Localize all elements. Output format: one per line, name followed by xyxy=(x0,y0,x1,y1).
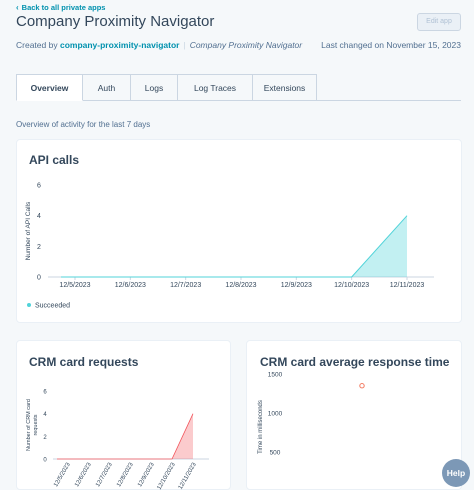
help-button[interactable]: Help xyxy=(442,459,470,487)
y-tick-label: 0 xyxy=(43,458,47,464)
crm-response-time-chart: 500 1000 1500 Time in milliseconds xyxy=(258,372,365,457)
x-tick-label: 12/10/2023 xyxy=(157,461,178,490)
x-tick-label: 12/7/2023 xyxy=(95,461,114,488)
x-tick-label: 12/8/2023 xyxy=(116,461,135,488)
tab-bar: Overview Auth Logs Log Traces Extensions xyxy=(16,74,317,101)
y-tick-label: 2 xyxy=(37,244,41,251)
series-line-succeeded xyxy=(61,215,408,278)
crm-card-requests-card: CRM card requests 0 2 4 6 Number of CRM card… xyxy=(16,340,231,490)
tab-auth[interactable]: Auth xyxy=(83,74,131,101)
overview-description: Overview of activity for the last 7 days xyxy=(16,120,151,129)
y-tick-label: 6 xyxy=(37,183,41,190)
tab-logs[interactable]: Logs xyxy=(131,74,178,101)
tab-overview[interactable]: Overview xyxy=(16,74,83,101)
x-tick-label: 12/8/2023 xyxy=(225,282,256,289)
x-tick-label: 12/6/2023 xyxy=(115,282,146,289)
meta-divider: | xyxy=(183,40,186,50)
created-by-label: Created by xyxy=(16,40,58,50)
y-axis-label: Number of API Calls xyxy=(25,201,32,260)
tab-log-traces[interactable]: Log Traces xyxy=(178,74,253,101)
x-tick-label: 12/7/2023 xyxy=(170,282,201,289)
x-tick-label: 12/11/2023 xyxy=(178,461,198,490)
last-changed: Last changed on November 15, 2023 xyxy=(321,40,461,50)
y-axis-label-cont: requests xyxy=(33,414,39,435)
back-link[interactable]: ‹ Back to all private apps xyxy=(16,3,105,12)
crm-response-time-title: CRM card average response time xyxy=(260,355,450,369)
series-area-succeeded xyxy=(61,215,407,277)
y-tick-label: 4 xyxy=(37,213,41,220)
series-line xyxy=(57,413,194,460)
series-area xyxy=(57,413,193,459)
y-axis-label: Number of CRM card xyxy=(26,399,32,451)
creator-link[interactable]: company-proximity-navigator xyxy=(59,40,180,50)
y-tick-label: 0 xyxy=(37,275,41,282)
x-tick-label: 12/9/2023 xyxy=(281,282,312,289)
created-by: Created by company-proximity-navigator | C… xyxy=(16,40,302,50)
data-point xyxy=(359,383,365,389)
chevron-left-icon: ‹ xyxy=(16,3,19,12)
edit-app-button[interactable]: Edit app xyxy=(417,13,461,31)
x-tick-label: 12/10/2023 xyxy=(334,282,369,289)
tab-extensions[interactable]: Extensions xyxy=(253,74,317,101)
y-axis-label: Time in milliseconds xyxy=(258,400,264,454)
page-title: Company Proximity Navigator xyxy=(16,13,215,30)
x-tick-label: 12/5/2023 xyxy=(59,282,90,289)
y-tick-label: 500 xyxy=(270,450,281,457)
crm-card-requests-title: CRM card requests xyxy=(29,355,139,369)
y-tick-label: 4 xyxy=(43,412,47,418)
api-calls-card: API calls 0 2 4 6 Number of API Calls 12/5/20… xyxy=(16,139,462,323)
y-tick-label: 6 xyxy=(43,390,47,396)
x-tick-label: 12/9/2023 xyxy=(137,461,156,488)
legend-marker-succeeded xyxy=(27,303,31,307)
legend-label-succeeded: Succeeded xyxy=(35,303,70,310)
x-tick-label: 12/11/2023 xyxy=(390,282,425,289)
y-tick-label: 1000 xyxy=(268,411,283,418)
api-calls-chart: 0 2 4 6 Number of API Calls 12/5/2023 12/6/202… xyxy=(25,183,434,310)
x-tick-label: 12/5/2023 xyxy=(53,461,72,488)
back-link-label: Back to all private apps xyxy=(21,3,106,12)
x-tick-label: 12/6/2023 xyxy=(74,461,93,488)
y-tick-label: 2 xyxy=(43,435,47,441)
crm-response-time-card: CRM card average response time 500 1000 15… xyxy=(246,340,462,490)
api-calls-title: API calls xyxy=(29,153,80,167)
company-name: Company Proximity Navigator xyxy=(189,40,303,50)
y-tick-label: 1500 xyxy=(268,372,283,379)
